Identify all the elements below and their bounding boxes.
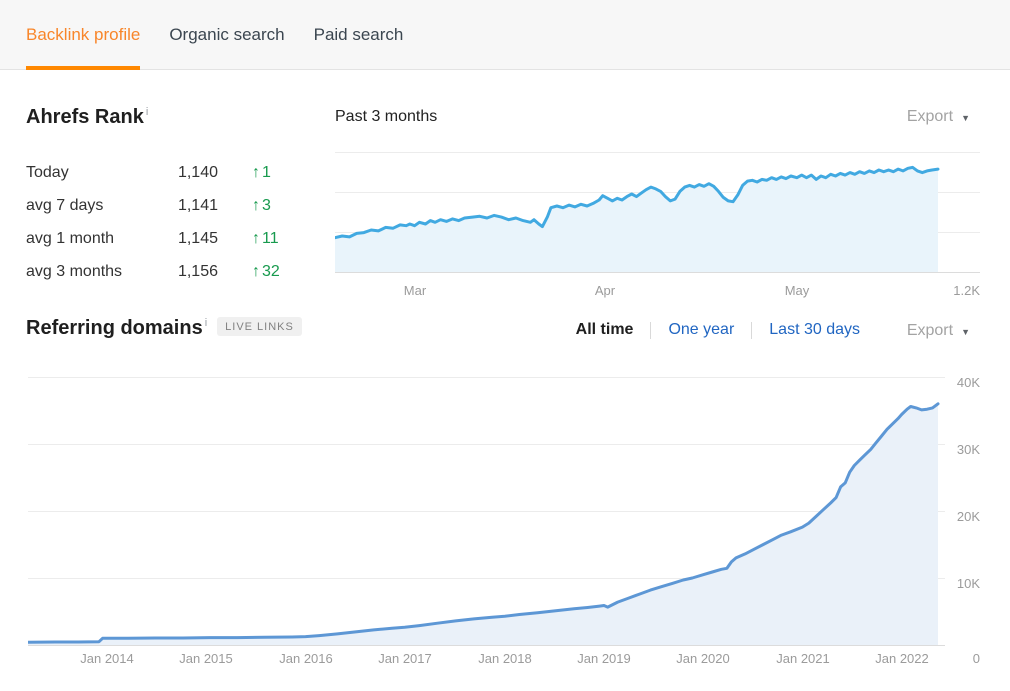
- y-tick-label: 40K: [956, 375, 980, 390]
- rank-row-delta: ↑ 3: [252, 196, 271, 214]
- referring-domains-export-button[interactable]: Export ▼: [907, 322, 970, 340]
- export-label: Export: [906, 322, 954, 339]
- arrow-up-icon: ↑: [252, 262, 260, 280]
- time-range-filters: All time One year Last 30 days: [576, 321, 860, 339]
- rank-row-value: 1,141: [177, 196, 218, 214]
- rank-row-label: avg 7 days: [26, 196, 104, 214]
- arrow-up-icon: ↑: [252, 196, 260, 214]
- x-tick-label: Jan 2017: [378, 651, 432, 666]
- rank-row-label: avg 1 month: [26, 229, 115, 247]
- referring-domains-chart-plot: [26, 377, 945, 646]
- live-links-badge: LIVE LINKS: [217, 317, 302, 336]
- series-area: [335, 167, 938, 272]
- rank-row-value: 1,145: [177, 229, 218, 247]
- y-tick-label: 10K: [956, 576, 980, 591]
- rank-row-today: Today 1,140 ↑ 1: [26, 156, 346, 189]
- ahrefs-rank-chart: [333, 152, 980, 273]
- x-tick-label: Jan 2018: [478, 651, 532, 666]
- x-tick-label: Jan 2020: [676, 651, 730, 666]
- rank-row-avg-7-days: avg 7 days 1,141 ↑ 3: [26, 189, 346, 222]
- rank-row-delta: ↑ 32: [252, 262, 280, 280]
- series-line: [333, 165, 940, 240]
- arrow-up-icon: ↑: [252, 229, 260, 247]
- filter-separator: [650, 321, 652, 339]
- ahrefs-rank-title: Ahrefs Rank i: [26, 106, 148, 129]
- x-tick-label: May: [784, 283, 810, 298]
- caret-down-icon: ▼: [961, 113, 970, 123]
- x-tick-label: Jan 2022: [875, 651, 929, 666]
- referring-domains-title-text: Referring domains: [26, 317, 203, 339]
- info-icon[interactable]: i: [145, 106, 149, 119]
- caret-down-icon: ▼: [961, 327, 970, 337]
- x-tick-label: Jan 2014: [80, 651, 134, 666]
- filter-one-year[interactable]: One year: [668, 321, 735, 338]
- x-tick-label: Mar: [403, 283, 427, 298]
- y-axis-zero-label: 0: [972, 651, 980, 666]
- rank-chart-title: Past 3 months: [335, 108, 438, 125]
- rank-row-avg-1-month: avg 1 month 1,145 ↑ 11: [26, 222, 346, 255]
- rank-chart-x-axis: 1.2K Mar Apr May: [335, 283, 980, 299]
- referring-domains-title: Referring domains i LIVE LINKS: [26, 317, 302, 340]
- rank-row-delta: ↑ 1: [252, 163, 271, 181]
- ahrefs-rank-chart-plot: [333, 152, 980, 273]
- x-tick-label: Jan 2015: [179, 651, 233, 666]
- rank-row-label: Today: [26, 163, 69, 181]
- rank-row-value: 1,156: [177, 262, 218, 280]
- rank-row-value: 1,140: [177, 163, 218, 181]
- referring-domains-chart: [26, 370, 980, 646]
- rank-row-avg-3-months: avg 3 months 1,156 ↑ 32: [26, 255, 346, 288]
- filter-all-time[interactable]: All time: [575, 321, 634, 338]
- rank-chart-export-button[interactable]: Export ▼: [907, 108, 970, 126]
- series-line: [26, 402, 940, 644]
- filter-separator: [751, 321, 753, 339]
- x-tick-label: Jan 2016: [279, 651, 333, 666]
- tab-paid-search[interactable]: Paid search: [313, 24, 404, 44]
- x-tick-label: Jan 2019: [577, 651, 631, 666]
- filter-last-30-days[interactable]: Last 30 days: [769, 321, 860, 338]
- tab-backlink-profile[interactable]: Backlink profile: [26, 0, 141, 70]
- rank-axis-max-label: 1.2K: [953, 283, 980, 298]
- export-label: Export: [906, 108, 954, 125]
- rank-row-delta: ↑ 11: [252, 229, 279, 247]
- x-tick-label: Jan 2021: [776, 651, 830, 666]
- series-area: [28, 403, 938, 645]
- info-icon[interactable]: i: [204, 317, 208, 330]
- rank-table: Today 1,140 ↑ 1 avg 7 days 1,141 ↑ 3 avg 1 month…: [26, 156, 346, 288]
- arrow-up-icon: ↑: [252, 163, 260, 181]
- y-tick-label: 30K: [956, 442, 980, 457]
- ahrefs-rank-title-text: Ahrefs Rank: [26, 106, 144, 128]
- referring-domains-x-axis: 0 Jan 2014 Jan 2015 Jan 2016 Jan 2017 Jan 20…: [28, 651, 980, 667]
- x-tick-label: Apr: [594, 283, 616, 298]
- rank-row-label: avg 3 months: [26, 262, 123, 280]
- tab-bar: Backlink profile Organic search Paid searc…: [0, 0, 1010, 70]
- tab-organic-search[interactable]: Organic search: [169, 24, 285, 44]
- y-tick-label: 20K: [956, 509, 980, 524]
